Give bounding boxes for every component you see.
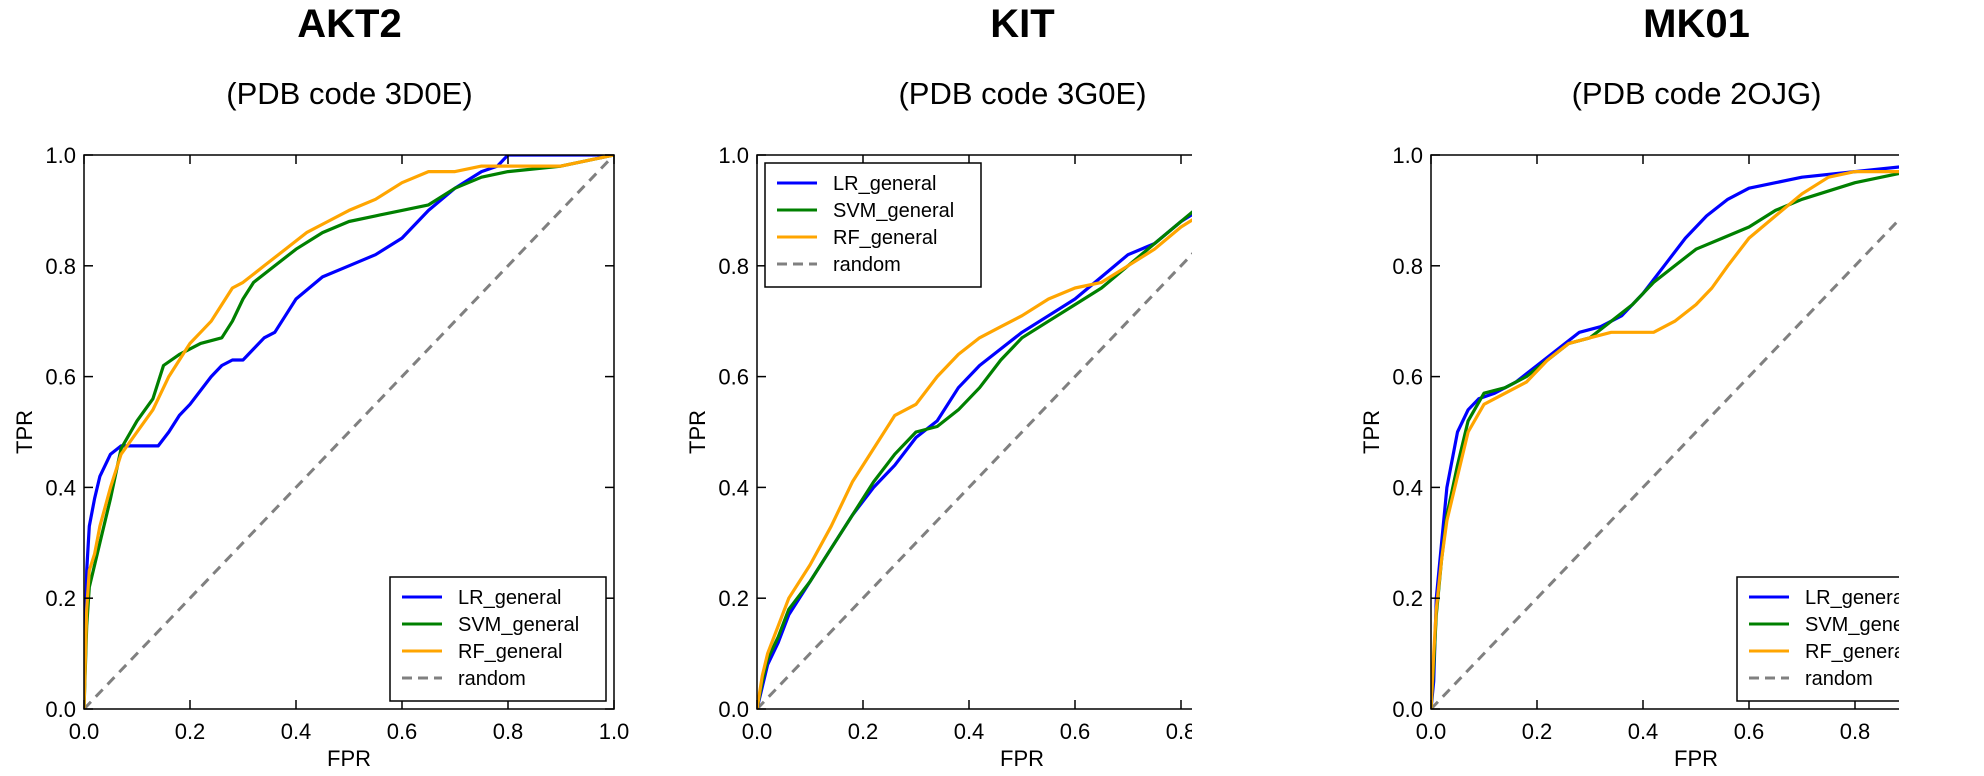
x-tick-label: 0.0	[69, 719, 100, 744]
y-tick-label: 0.4	[45, 475, 76, 500]
roc-chart-akt2: 0.0 0.2 0.4 0.6 0.8 1.0 0.0 0.2 0.4 0.6 0.8 1.0 FPR T…	[12, 143, 630, 771]
chart-title: MK01	[1643, 2, 1750, 46]
series-line-svm-general	[757, 210, 1192, 709]
legend-label-random: random	[1805, 668, 1873, 690]
series-line-random	[757, 252, 1192, 709]
y-tick-label: 0.8	[45, 254, 76, 279]
x-tick-label: 0.0	[742, 719, 773, 744]
y-tick-label: 0.6	[1392, 365, 1423, 390]
y-tick-label: 0.6	[45, 365, 76, 390]
y-tick-label: 0.6	[718, 365, 749, 390]
y-tick-label: 0.4	[1392, 475, 1423, 500]
y-tick-label: 0.4	[718, 475, 749, 500]
chart-subtitle: (PDB code 3G0E)	[898, 76, 1147, 111]
x-tick-label: 0.0	[1416, 719, 1447, 744]
x-tick-label: 0.2	[848, 719, 879, 744]
x-tick-label: 1.0	[599, 719, 630, 744]
chart-title: KIT	[990, 2, 1055, 46]
y-tick-label: 1.0	[718, 143, 749, 168]
plot-area	[757, 210, 1192, 709]
x-tick-label: 0.4	[281, 719, 312, 744]
series-line-rf-general	[757, 218, 1192, 709]
legend-label-lr-general: LR_general	[1805, 587, 1899, 609]
legend-label-lr-general: LR_general	[458, 587, 561, 609]
legend-label-random: random	[833, 254, 901, 276]
x-tick-label: 0.2	[175, 719, 206, 744]
x-tick-label: 0.6	[387, 719, 418, 744]
legend-label-svm-general: SVM_general	[833, 200, 954, 222]
legend-label-svm-general: SVM_general	[1805, 614, 1899, 636]
chart-panel-kit: KIT (PDB code 3G0E) 0.0 0.2 0.4 0.6 0.8 1.0 0.…	[531, 0, 1192, 776]
y-tick-label: 0.0	[718, 697, 749, 722]
chart-panel-mk01: MK01 (PDB code 2OJG) 0.0 0.2 0.4 0.6 0.8 1.0 0…	[1238, 0, 1899, 776]
legend-label-random: random	[458, 668, 526, 690]
legend-label-lr-general: LR_general	[833, 173, 936, 195]
chart-title: AKT2	[297, 2, 402, 46]
x-tick-label: 0.2	[1522, 719, 1553, 744]
y-axis-label: TPR	[685, 410, 710, 454]
x-axis-label: FPR	[1674, 746, 1718, 771]
chart-subtitle: (PDB code 2OJG)	[1571, 76, 1822, 111]
x-axis-label: FPR	[1000, 746, 1044, 771]
x-tick-label: 0.4	[1628, 719, 1659, 744]
plot-area	[84, 155, 614, 709]
x-tick-label: 0.6	[1734, 719, 1765, 744]
series-line-lr-general	[1431, 165, 1899, 709]
roc-chart-mk01: 0.00.20.40.60.81.00.00.20.40.60.81.0FPRT…	[1359, 143, 1899, 771]
y-tick-label: 1.0	[45, 143, 76, 168]
roc-chart-kit: 0.00.20.40.60.81.00.00.20.40.60.81.0FPRT…	[685, 143, 1192, 771]
x-tick-label: 0.8	[1840, 719, 1871, 744]
y-tick-label: 1.0	[1392, 143, 1423, 168]
series-line-rf-general	[1431, 170, 1899, 709]
series-line-random	[84, 155, 614, 709]
legend-label-rf-general: RF_general	[1805, 641, 1899, 663]
y-tick-label: 0.2	[718, 586, 749, 611]
y-tick-label: 0.8	[1392, 254, 1423, 279]
legend-label-rf-general: RF_general	[833, 227, 938, 249]
chart-panel-akt2: AKT2 (PDB code 3D0E) 0.0 0.2 0.4 0.6 0.8 1.0 0…	[0, 0, 661, 776]
series-line-svm-general	[84, 155, 614, 709]
axes-frame	[1430, 154, 1899, 710]
y-tick-label: 0.2	[45, 586, 76, 611]
x-tick-label: 0.8	[493, 719, 524, 744]
y-tick-label: 0.2	[1392, 586, 1423, 611]
axes-frame	[756, 154, 1192, 710]
x-tick-label: 0.8	[1166, 719, 1192, 744]
x-tick-label: 0.4	[954, 719, 985, 744]
plot-area	[1431, 165, 1899, 709]
y-tick-label: 0.8	[718, 254, 749, 279]
series-line-rf-general	[84, 155, 614, 709]
chart-subtitle: (PDB code 3D0E)	[226, 76, 473, 111]
y-tick-label: 0.0	[45, 697, 76, 722]
y-axis-label: TPR	[1359, 410, 1384, 454]
x-axis-label: FPR	[327, 746, 371, 771]
y-tick-label: 0.0	[1392, 697, 1423, 722]
legend-label-svm-general: SVM_general	[458, 614, 579, 636]
series-line-random	[1431, 217, 1899, 709]
axes-frame	[83, 154, 615, 710]
x-tick-label: 0.6	[1060, 719, 1091, 744]
y-axis-label: TPR	[12, 410, 37, 454]
legend-label-rf-general: RF_general	[458, 641, 563, 663]
